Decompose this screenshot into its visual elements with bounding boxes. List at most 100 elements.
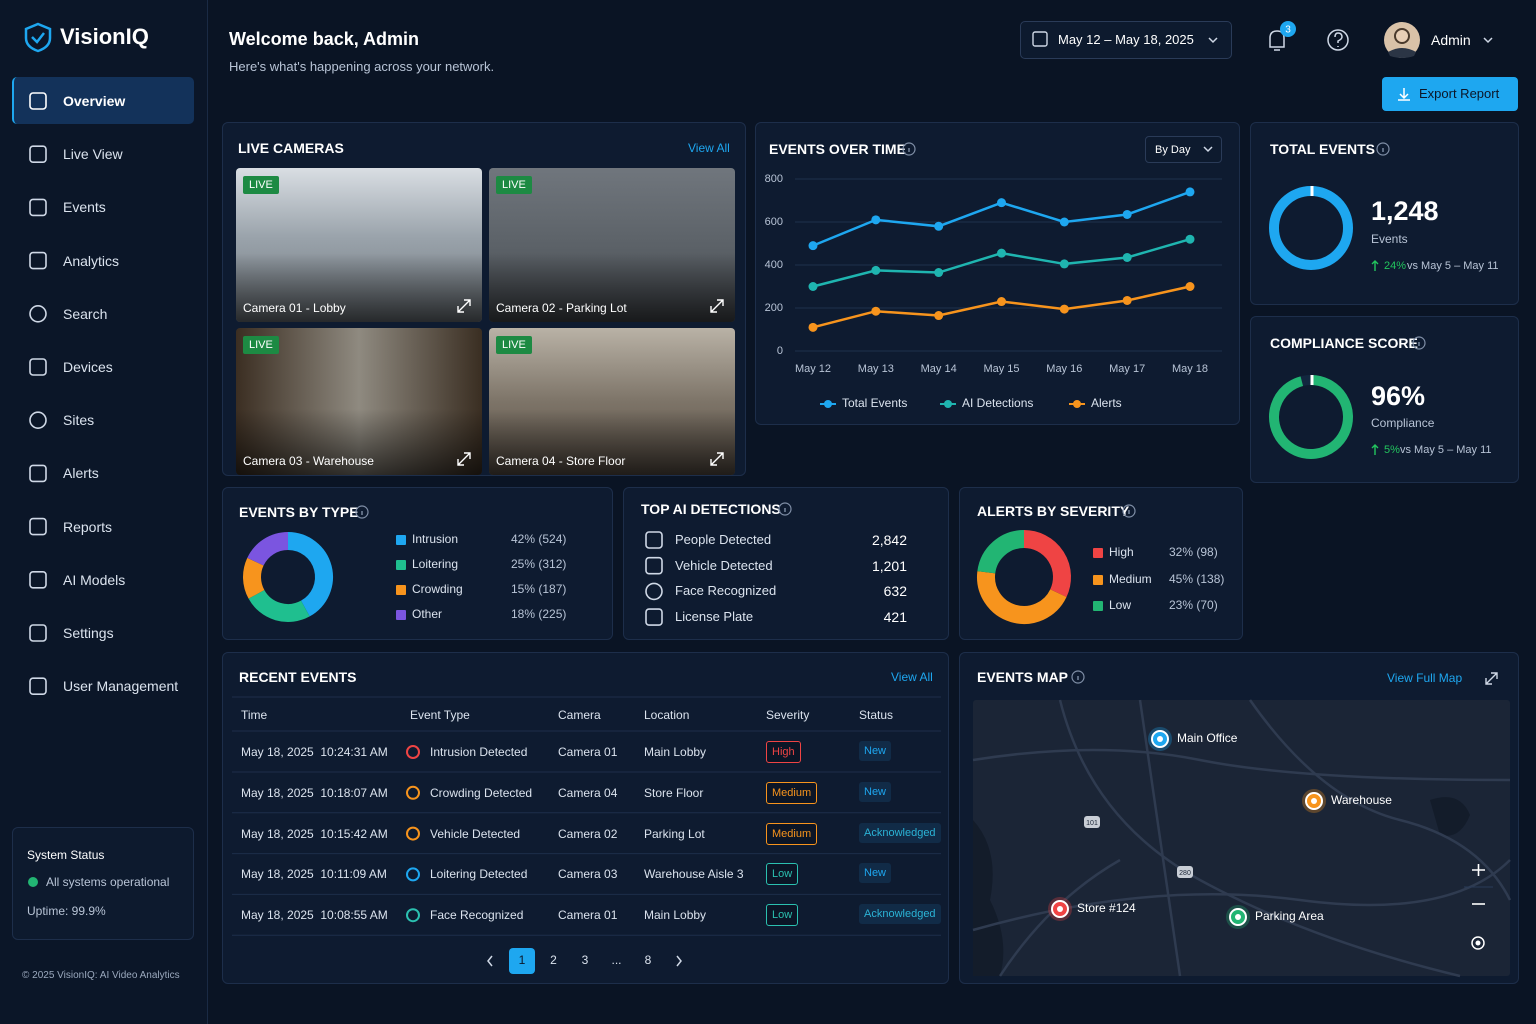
status-title: System Status (27, 848, 105, 862)
panel-title: LIVE CAMERAS (238, 140, 344, 156)
detection-label: License Plate (675, 609, 754, 625)
event-camera: Camera 01 (558, 745, 618, 759)
camera-name: Camera 04 - Store Floor (496, 454, 626, 468)
camera-shade (236, 252, 482, 322)
event-location: Main Lobby (644, 908, 707, 923)
export-label[interactable]: Export Report (1419, 86, 1500, 101)
kpi-change: 24% (1384, 260, 1407, 272)
event-camera: Camera 03 (558, 867, 618, 882)
column-header: Location (644, 708, 690, 722)
detection-label: People Detected (675, 532, 772, 547)
detection-label: Vehicle Detected (675, 557, 773, 573)
period-select[interactable] (1145, 136, 1222, 163)
nav-item[interactable]: Settings (63, 625, 114, 641)
nav-item[interactable]: Events (63, 199, 106, 216)
event-type: Crowding Detected (430, 785, 533, 800)
status-badge: Acknowledged (859, 822, 941, 843)
view-all-link[interactable]: View All (891, 670, 933, 684)
camera-tile[interactable] (489, 328, 735, 475)
nav-item[interactable]: AI Models (63, 571, 126, 588)
event-location: Warehouse Aisle 3 (644, 867, 744, 882)
camera-shade (236, 408, 482, 475)
status-text: All systems operational (46, 875, 170, 889)
kpi-value: 1,248 (1371, 196, 1439, 226)
panel-title: EVENTS BY TYPE (239, 504, 359, 520)
severity-badge: High (766, 741, 801, 763)
panel-title: RECENT EVENTS (239, 669, 357, 685)
brand-name: VisionIQ (60, 24, 149, 49)
nav-item[interactable]: Sites (63, 412, 95, 429)
detection-count: 421 (883, 609, 907, 626)
detection-count: 632 (883, 583, 907, 600)
events-map-panel (959, 652, 1519, 984)
live-badge: LIVE (243, 176, 279, 194)
panel-title: TOP AI DETECTIONS (641, 501, 781, 517)
panel-title: TOTAL EVENTS (1270, 141, 1376, 157)
events-over-time-panel (755, 122, 1240, 425)
kpi-unit: Compliance (1371, 416, 1435, 430)
severity-badge: Medium (766, 781, 818, 804)
kpi-compare: vs May 5 – May 11 (1407, 260, 1499, 272)
event-location: Main Lobby (644, 745, 707, 759)
nav-item[interactable]: Alerts (63, 465, 99, 482)
camera-name: Camera 02 - Parking Lot (496, 301, 627, 315)
nav-item[interactable]: Live View (63, 146, 123, 163)
nav-item[interactable]: Analytics (63, 252, 120, 269)
view-all-link[interactable]: View All (688, 141, 730, 155)
column-header: Severity (766, 708, 810, 722)
period-label[interactable]: By Day (1155, 144, 1191, 156)
live-badge: LIVE (496, 336, 532, 354)
event-location: Parking Lot (644, 826, 705, 841)
date-range[interactable]: May 12 – May 18, 2025 (1058, 32, 1194, 47)
footer-text: © 2025 VisionIQ: AI Video Analytics (22, 970, 180, 981)
event-type: Face Recognized (430, 908, 524, 923)
camera-shade (489, 408, 735, 475)
zoom-controls[interactable] (1462, 853, 1495, 921)
column-header: Time (241, 708, 268, 722)
event-time: May 18, 2025 10:08:55 AM (241, 908, 388, 923)
camera-shade (489, 252, 735, 322)
uptime-text: Uptime: 99.9% (27, 904, 106, 918)
locate-button[interactable] (1462, 927, 1495, 959)
kpi-compare: vs May 5 – May 11 (1400, 444, 1492, 456)
live-badge: LIVE (496, 176, 532, 194)
severity-badge: Low (766, 863, 799, 886)
panel-title: EVENTS OVER TIME (769, 141, 906, 157)
event-type: Loitering Detected (430, 867, 528, 882)
kpi-unit: Events (1371, 232, 1408, 246)
column-header: Event Type (410, 708, 470, 722)
event-time: May 18, 2025 10:11:09 AM (241, 867, 387, 882)
welcome-subtitle: Here's what's happening across your netw… (229, 59, 495, 74)
active-page-bg[interactable] (509, 948, 535, 974)
event-type: Intrusion Detected (430, 745, 528, 759)
status-badge: New (859, 741, 892, 761)
date-picker[interactable] (1020, 21, 1232, 59)
detection-label: Face Recognized (675, 583, 777, 599)
live-badge: LIVE (243, 336, 279, 354)
event-camera: Camera 01 (558, 908, 618, 923)
event-time: May 18, 2025 10:18:07 AM (241, 785, 388, 800)
detection-count: 1,201 (871, 557, 907, 574)
nav-item[interactable]: Search (63, 305, 108, 322)
status-badge: New (859, 863, 892, 884)
nav-item[interactable]: Overview (63, 93, 126, 109)
nav-item[interactable]: Devices (63, 359, 113, 375)
recent-events-panel (222, 652, 949, 984)
event-time: May 18, 2025 10:15:42 AM (241, 826, 388, 841)
view-full-map-link[interactable]: View Full Map (1387, 671, 1463, 685)
nav-item[interactable]: User Management (63, 678, 179, 695)
detection-count: 2,842 (871, 532, 907, 548)
panel-title: COMPLIANCE SCORE (1270, 335, 1418, 351)
camera-name: Camera 03 - Warehouse (243, 454, 374, 468)
nav-item[interactable]: Reports (63, 518, 113, 535)
user-name[interactable]: Admin (1431, 32, 1471, 48)
kpi-value: 96% (1371, 381, 1426, 411)
camera-name: Camera 01 - Lobby (243, 301, 346, 315)
kpi-change: 5% (1384, 444, 1400, 456)
welcome-title: Welcome back, Admin (229, 29, 420, 49)
event-time: May 18, 2025 10:24:31 AM (241, 745, 388, 759)
panel-title: EVENTS MAP (977, 669, 1069, 685)
column-header: Status (859, 708, 894, 722)
